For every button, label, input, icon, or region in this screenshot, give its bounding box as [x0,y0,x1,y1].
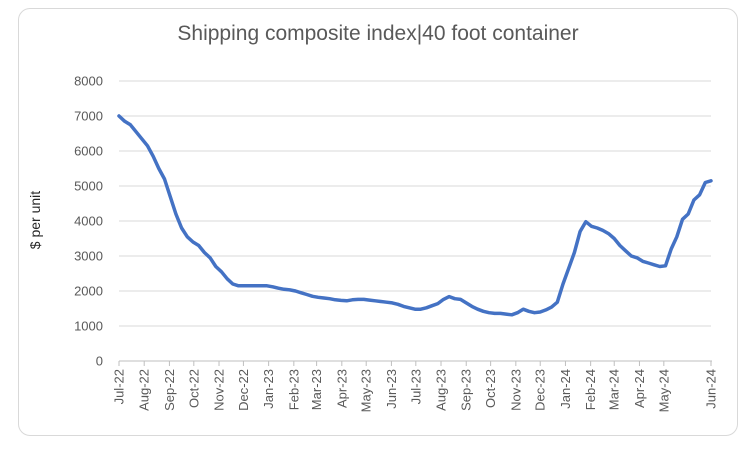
chart-card [18,8,738,436]
x-tick-label: Mar-24 [607,369,622,410]
gridlines [119,80,711,327]
x-tick-label: Mar-23 [309,369,324,410]
x-tick-label: Sep-22 [162,369,177,411]
chart-title: Shipping composite index|40 foot contain… [177,22,579,45]
y-tick-label: 5000 [74,179,103,194]
x-tick-label: Dec-22 [236,369,251,411]
y-tick-label: 7000 [74,109,103,124]
y-tick-label: 8000 [74,74,103,89]
x-tick-label: Feb-23 [286,369,301,410]
x-axis-tick-labels: Jul-22 Aug-22 Sep-22 Oct-22 Nov-22 Dec-22 Jan-… [112,369,719,412]
y-tick-label: 2000 [74,284,103,299]
x-axis-tick-marks [118,361,712,366]
x-tick-label: Aug-23 [434,369,449,411]
y-axis-label: $ per unit [27,191,43,249]
x-tick-label: Jan-24 [558,369,573,409]
x-tick-label: Aug-22 [137,369,152,411]
x-tick-label: Oct-23 [483,369,498,408]
x-tick-label: Jul-22 [112,369,127,404]
x-tick-label: Jun-24 [704,369,719,409]
x-tick-label: Jun-23 [384,369,399,409]
x-tick-label: Jan-23 [261,369,276,409]
y-tick-label: 4000 [74,214,103,229]
x-tick-label: Dec-23 [533,369,548,411]
y-tick-label: 0 [96,354,103,369]
x-tick-label: Nov-22 [212,369,227,411]
x-tick-label: May-24 [656,369,671,412]
x-tick-label: Oct-22 [186,369,201,408]
x-tick-label: Apr-24 [632,369,647,408]
x-tick-label: Feb-24 [583,369,598,410]
x-tick-label: Apr-23 [334,369,349,408]
x-tick-label: Sep-23 [459,369,474,411]
x-tick-label: May-23 [359,369,374,412]
x-tick-label: Jul-23 [408,369,423,404]
y-axis-tick-labels: 0 1000 2000 3000 4000 5000 6000 7000 8000 [74,74,103,369]
y-tick-label: 3000 [74,249,103,264]
x-tick-label: Nov-23 [508,369,523,411]
y-tick-label: 6000 [74,144,103,159]
y-tick-label: 1000 [74,319,103,334]
series-line [117,114,713,317]
